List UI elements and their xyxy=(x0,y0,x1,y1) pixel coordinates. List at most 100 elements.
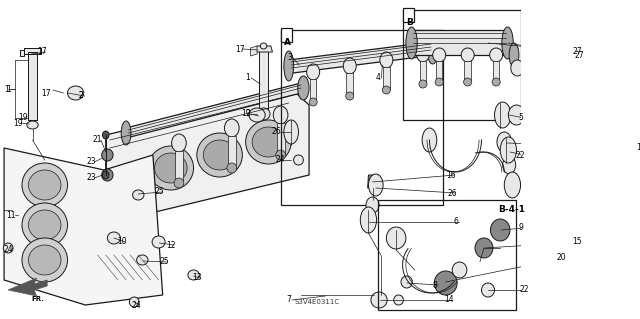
Polygon shape xyxy=(383,67,390,88)
Ellipse shape xyxy=(369,174,383,196)
Ellipse shape xyxy=(298,76,309,100)
Ellipse shape xyxy=(108,232,120,244)
Ellipse shape xyxy=(197,133,243,177)
Text: 19: 19 xyxy=(13,118,22,128)
Ellipse shape xyxy=(502,27,513,59)
Polygon shape xyxy=(411,30,508,55)
Text: 24: 24 xyxy=(3,246,13,255)
Polygon shape xyxy=(420,61,426,82)
Ellipse shape xyxy=(27,121,38,129)
Ellipse shape xyxy=(490,48,502,62)
Text: 19: 19 xyxy=(18,114,28,122)
Ellipse shape xyxy=(22,163,67,207)
Ellipse shape xyxy=(509,43,519,67)
Ellipse shape xyxy=(433,48,445,62)
Ellipse shape xyxy=(102,149,113,161)
Text: 22: 22 xyxy=(519,286,529,294)
Text: B-4-1: B-4-1 xyxy=(498,205,525,214)
Text: 7: 7 xyxy=(286,295,291,305)
Ellipse shape xyxy=(28,245,61,275)
Ellipse shape xyxy=(284,120,298,144)
Ellipse shape xyxy=(461,48,474,62)
Ellipse shape xyxy=(3,243,13,253)
Ellipse shape xyxy=(246,120,291,164)
Ellipse shape xyxy=(427,34,438,64)
Text: 27: 27 xyxy=(573,48,582,56)
Text: 20: 20 xyxy=(556,254,566,263)
Text: 6: 6 xyxy=(453,218,458,226)
Polygon shape xyxy=(24,48,41,54)
Ellipse shape xyxy=(394,295,403,305)
Ellipse shape xyxy=(360,207,376,233)
Text: 18: 18 xyxy=(636,144,640,152)
Ellipse shape xyxy=(366,197,379,213)
Text: 23: 23 xyxy=(86,158,96,167)
Polygon shape xyxy=(175,151,183,181)
Ellipse shape xyxy=(148,146,193,190)
Text: A: A xyxy=(284,38,291,47)
Text: 24: 24 xyxy=(276,155,285,165)
Text: 17: 17 xyxy=(235,44,244,54)
Ellipse shape xyxy=(307,64,319,80)
Ellipse shape xyxy=(417,46,429,62)
Ellipse shape xyxy=(371,292,387,308)
Text: B: B xyxy=(406,18,413,27)
Polygon shape xyxy=(493,61,499,80)
Text: 27: 27 xyxy=(574,50,584,60)
Ellipse shape xyxy=(273,106,288,124)
Text: 14: 14 xyxy=(444,295,454,305)
Text: 4: 4 xyxy=(376,73,381,83)
Ellipse shape xyxy=(28,170,61,200)
Ellipse shape xyxy=(495,102,511,128)
Ellipse shape xyxy=(294,155,303,165)
Text: 1: 1 xyxy=(4,85,9,93)
Ellipse shape xyxy=(422,128,436,152)
Text: 2: 2 xyxy=(79,91,84,100)
Bar xyxy=(280,30,444,205)
Ellipse shape xyxy=(475,238,493,258)
Polygon shape xyxy=(465,61,471,80)
Ellipse shape xyxy=(502,156,516,174)
Ellipse shape xyxy=(188,270,199,280)
Ellipse shape xyxy=(284,51,294,81)
Ellipse shape xyxy=(154,153,187,183)
Polygon shape xyxy=(106,90,309,220)
Polygon shape xyxy=(126,83,305,137)
Text: 2: 2 xyxy=(246,109,250,118)
Text: 5: 5 xyxy=(518,114,523,122)
Text: 17: 17 xyxy=(42,88,51,98)
Text: 3: 3 xyxy=(287,54,292,63)
Polygon shape xyxy=(28,52,37,120)
Polygon shape xyxy=(228,136,236,166)
Ellipse shape xyxy=(309,98,317,106)
Ellipse shape xyxy=(419,80,427,88)
Text: 15: 15 xyxy=(573,238,582,247)
Ellipse shape xyxy=(252,127,285,157)
Text: 11: 11 xyxy=(6,211,16,219)
Ellipse shape xyxy=(508,105,525,125)
Text: 25: 25 xyxy=(159,257,169,266)
Text: 22: 22 xyxy=(516,151,525,160)
Bar xyxy=(403,8,414,22)
Ellipse shape xyxy=(511,60,524,76)
Ellipse shape xyxy=(387,227,406,249)
Text: 12: 12 xyxy=(166,241,175,249)
Ellipse shape xyxy=(152,236,165,248)
Ellipse shape xyxy=(382,86,390,94)
Ellipse shape xyxy=(204,140,236,170)
Ellipse shape xyxy=(102,169,113,181)
Text: 21: 21 xyxy=(93,136,102,145)
Polygon shape xyxy=(367,175,378,188)
Polygon shape xyxy=(255,46,273,52)
Text: 25: 25 xyxy=(155,188,164,197)
Ellipse shape xyxy=(481,283,495,297)
Ellipse shape xyxy=(380,52,393,68)
Text: 1: 1 xyxy=(246,73,250,83)
Ellipse shape xyxy=(276,150,285,160)
Polygon shape xyxy=(436,61,442,80)
Text: 16: 16 xyxy=(447,170,456,180)
Bar xyxy=(280,28,292,42)
Text: 24: 24 xyxy=(132,300,141,309)
Text: 8: 8 xyxy=(433,280,438,290)
Text: FR.: FR. xyxy=(32,296,45,302)
